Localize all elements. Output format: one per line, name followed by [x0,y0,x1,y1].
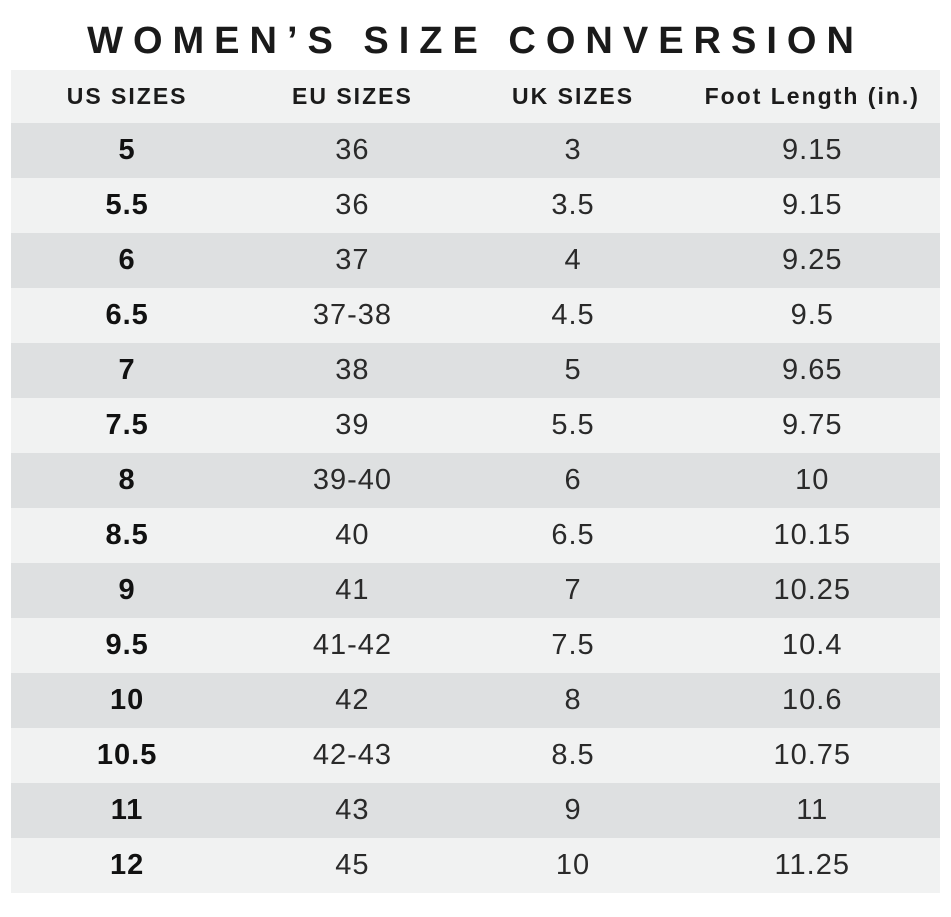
column-header-eu-sizes: EU SIZES [243,70,462,123]
uk-size-cell: 9 [461,783,685,838]
table-row: 6 37 4 9.25 [11,233,940,288]
eu-size-cell: 40 [243,508,462,563]
table-row: 10.5 42-43 8.5 10.75 [11,728,940,783]
us-size-cell: 11 [11,783,244,838]
uk-size-cell: 3 [461,123,685,178]
table-row: 7 38 5 9.65 [11,343,940,398]
uk-size-cell: 4.5 [461,288,685,343]
eu-size-cell: 45 [243,838,462,893]
table-row: 10 42 8 10.6 [11,673,940,728]
us-size-cell: 10.5 [11,728,244,783]
table-row: 7.5 39 5.5 9.75 [11,398,940,453]
us-size-cell: 12 [11,838,244,893]
foot-length-cell: 9.15 [684,123,940,178]
us-size-cell: 9.5 [11,618,244,673]
eu-size-cell: 41-42 [243,618,462,673]
eu-size-cell: 43 [243,783,462,838]
eu-size-cell: 39 [243,398,462,453]
foot-length-cell: 9.15 [684,178,940,233]
eu-size-cell: 42 [243,673,462,728]
table-row: 5.5 36 3.5 9.15 [11,178,940,233]
foot-length-cell: 10 [684,453,940,508]
foot-length-cell: 9.25 [684,233,940,288]
page-title: WOMEN’S SIZE CONVERSION [87,20,864,62]
column-header-foot-length: Foot Length (in.) [684,70,940,123]
us-size-cell: 8.5 [11,508,244,563]
us-size-cell: 7 [11,343,244,398]
foot-length-cell: 10.25 [684,563,940,618]
foot-length-cell: 11 [684,783,940,838]
us-size-cell: 5.5 [11,178,244,233]
foot-length-cell: 9.75 [684,398,940,453]
foot-length-cell: 11.25 [684,838,940,893]
eu-size-cell: 36 [243,123,462,178]
uk-size-cell: 3.5 [461,178,685,233]
table-row: 8 39-40 6 10 [11,453,940,508]
table-row: 11 43 9 11 [11,783,940,838]
us-size-cell: 7.5 [11,398,244,453]
table-body: 5 36 3 9.15 5.5 36 3.5 9.15 6 37 4 9.25 6.5 37-38 4.5 9… [11,123,940,893]
eu-size-cell: 37-38 [243,288,462,343]
foot-length-cell: 10.4 [684,618,940,673]
us-size-cell: 8 [11,453,244,508]
table-row: 9 41 7 10.25 [11,563,940,618]
column-header-us-sizes: US SIZES [11,70,244,123]
table-row: 12 45 10 11.25 [11,838,940,893]
table-header-row: US SIZES EU SIZES UK SIZES Foot Length (… [11,70,940,123]
table-row: 5 36 3 9.15 [11,123,940,178]
uk-size-cell: 8.5 [461,728,685,783]
column-header-uk-sizes: UK SIZES [461,70,685,123]
table-row: 6.5 37-38 4.5 9.5 [11,288,940,343]
us-size-cell: 6.5 [11,288,244,343]
foot-length-cell: 10.75 [684,728,940,783]
table-row: 8.5 40 6.5 10.15 [11,508,940,563]
eu-size-cell: 37 [243,233,462,288]
size-conversion-table: US SIZES EU SIZES UK SIZES Foot Length (… [11,70,940,893]
eu-size-cell: 39-40 [243,453,462,508]
table-row: 9.5 41-42 7.5 10.4 [11,618,940,673]
foot-length-cell: 9.65 [684,343,940,398]
eu-size-cell: 38 [243,343,462,398]
us-size-cell: 6 [11,233,244,288]
us-size-cell: 5 [11,123,244,178]
uk-size-cell: 10 [461,838,685,893]
uk-size-cell: 7.5 [461,618,685,673]
uk-size-cell: 5 [461,343,685,398]
uk-size-cell: 6 [461,453,685,508]
us-size-cell: 10 [11,673,244,728]
us-size-cell: 9 [11,563,244,618]
foot-length-cell: 9.5 [684,288,940,343]
uk-size-cell: 4 [461,233,685,288]
uk-size-cell: 8 [461,673,685,728]
eu-size-cell: 42-43 [243,728,462,783]
uk-size-cell: 6.5 [461,508,685,563]
eu-size-cell: 36 [243,178,462,233]
uk-size-cell: 7 [461,563,685,618]
foot-length-cell: 10.6 [684,673,940,728]
uk-size-cell: 5.5 [461,398,685,453]
foot-length-cell: 10.15 [684,508,940,563]
eu-size-cell: 41 [243,563,462,618]
